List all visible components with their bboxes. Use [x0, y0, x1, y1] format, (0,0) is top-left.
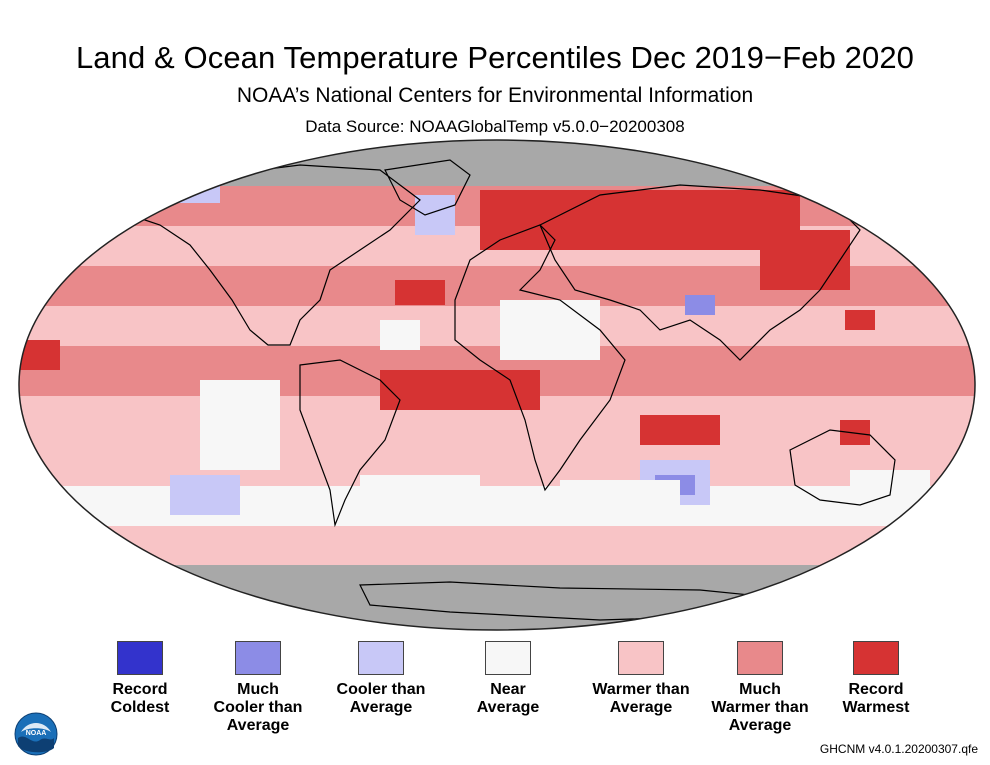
legend-item-warmer: Warmer than Average	[576, 641, 706, 717]
legend-label: Cooler than Average	[336, 681, 426, 716]
legend-item-cooler: Cooler than Average	[316, 641, 446, 717]
legend-label: Record Coldest	[110, 681, 170, 716]
legend-item-much-warmer: Much Warmer than Average	[695, 641, 825, 735]
australia-outline	[789, 429, 896, 506]
footer-version: GHCNM v4.0.1.20200307.qfe	[819, 742, 978, 756]
legend-label: Record Warmest	[842, 681, 910, 716]
anomaly-patch	[395, 280, 445, 305]
anomaly-patch	[200, 380, 280, 470]
legend-item-near-average: Near Average	[443, 641, 573, 717]
anomaly-patch	[380, 320, 420, 350]
legend-swatch	[618, 641, 664, 675]
antarctic-no-data	[19, 565, 975, 630]
asia-outline	[539, 184, 861, 361]
legend-item-record-coldest: Record Coldest	[75, 641, 205, 717]
legend-item-much-cooler: Much Cooler than Average	[193, 641, 323, 735]
latitude-band	[19, 486, 975, 526]
world-map-svg	[18, 139, 976, 631]
legend-label: Much Cooler than Average	[213, 681, 303, 734]
legend-swatch	[737, 641, 783, 675]
legend-swatch	[117, 641, 163, 675]
south-america-outline	[299, 359, 401, 528]
legend-label: Warmer than Average	[592, 681, 690, 716]
map-subtitle: NOAA’s National Centers for Environmenta…	[236, 84, 754, 107]
anomaly-patch	[760, 230, 850, 290]
legend-swatch	[358, 641, 404, 675]
anomaly-patch	[170, 475, 240, 515]
anomaly-patch	[20, 340, 60, 370]
greenland-outline	[384, 159, 471, 216]
legend-swatch	[485, 641, 531, 675]
europe-africa-outline	[454, 224, 626, 492]
latitude-band	[19, 446, 975, 486]
anomaly-patch	[640, 415, 720, 445]
map-title: Land & Ocean Temperature Percentiles Dec…	[75, 40, 915, 75]
anomaly-patch	[685, 295, 715, 315]
anomaly-patch	[840, 420, 870, 445]
anomaly-patch	[380, 370, 540, 410]
legend-swatch	[853, 641, 899, 675]
latitude-band	[19, 306, 975, 346]
anomaly-patch	[480, 190, 800, 250]
anomaly-patch	[500, 300, 600, 360]
anomaly-patch	[360, 475, 480, 500]
globe-border	[18, 139, 976, 631]
noaa-logo-icon: NOAA	[14, 712, 58, 761]
anomaly-patch	[560, 480, 680, 510]
legend-label: Much Warmer than Average	[711, 681, 809, 734]
anomaly-patch	[415, 195, 455, 235]
arctic-no-data	[19, 140, 975, 186]
data-source: Data Source: NOAAGlobalTemp v5.0.0−20200…	[305, 117, 685, 136]
latitude-band	[19, 526, 975, 566]
north-america-outline	[93, 164, 421, 346]
coastlines	[93, 159, 896, 621]
world-map	[18, 139, 976, 631]
legend-label: Near Average	[476, 681, 540, 716]
logo-text: NOAA	[26, 730, 47, 737]
legend-item-record-warmest: Record Warmest	[811, 641, 941, 717]
legend-swatch	[235, 641, 281, 675]
anomaly-patch	[845, 310, 875, 330]
